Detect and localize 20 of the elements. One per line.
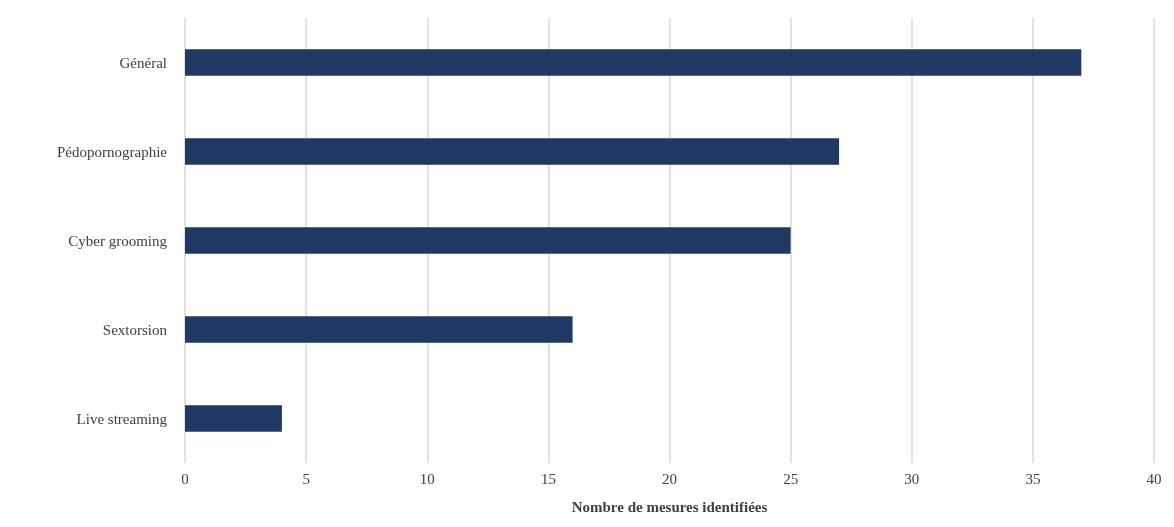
y-tick-label: Sextorsion <box>102 321 168 338</box>
bar <box>185 138 840 165</box>
x-tick-label: 35 <box>1025 470 1041 487</box>
x-tick-label: 0 <box>181 470 189 487</box>
y-tick-label: Cyber grooming <box>68 232 168 249</box>
x-tick-label: 30 <box>904 470 920 487</box>
x-tick-label: 15 <box>540 470 556 487</box>
bar <box>185 227 791 254</box>
x-tick-label: 40 <box>1146 470 1162 487</box>
x-tick-label: 5 <box>302 470 310 487</box>
x-tick-label: 25 <box>783 470 799 487</box>
bar <box>185 49 1082 76</box>
x-tick-label: 10 <box>419 470 435 487</box>
y-tick-label: Pédopornographie <box>57 143 168 160</box>
x-axis-title: Nombre de mesures identifiées <box>571 498 768 515</box>
x-tick-label: 20 <box>662 470 677 487</box>
bar <box>185 316 573 343</box>
y-tick-label: Live streaming <box>76 410 168 427</box>
bar <box>185 405 282 432</box>
y-tick-label: Général <box>119 54 167 71</box>
